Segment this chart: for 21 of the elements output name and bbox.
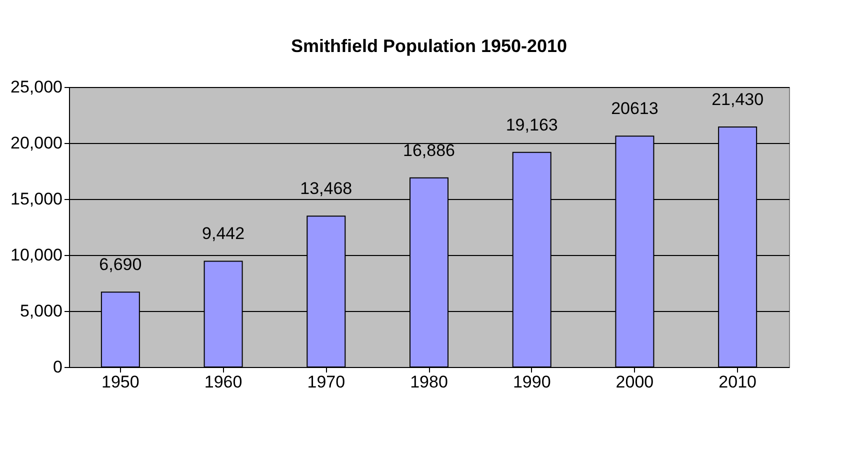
data-label: 19,163 [506, 115, 558, 134]
data-label: 6,690 [99, 255, 142, 274]
x-tick-label: 1950 [102, 372, 140, 392]
y-tick-label: 10,000 [10, 246, 62, 264]
x-tick-label: 2010 [718, 372, 756, 392]
data-label: 21,430 [712, 90, 764, 109]
data-label: 9,442 [202, 224, 245, 244]
data-label: 16,886 [403, 140, 455, 160]
y-tick-label: 25,000 [10, 78, 62, 96]
x-tick-label: 1970 [307, 372, 346, 392]
y-tick-label: 15,000 [10, 190, 62, 208]
x-tick-label: 1960 [204, 372, 242, 392]
x-tick-label: 2000 [616, 372, 654, 392]
y-tick-label: 5,000 [20, 302, 62, 320]
y-tick-label: 20,000 [10, 134, 62, 152]
data-label: 13,468 [300, 179, 352, 198]
x-tick-label: 1990 [512, 372, 551, 392]
data-label: 20613 [611, 99, 658, 118]
chart-title: Smithfield Population 1950-2010 [290, 36, 568, 56]
x-tick-label: 1980 [410, 372, 448, 392]
y-tick-label: 0 [53, 358, 62, 376]
